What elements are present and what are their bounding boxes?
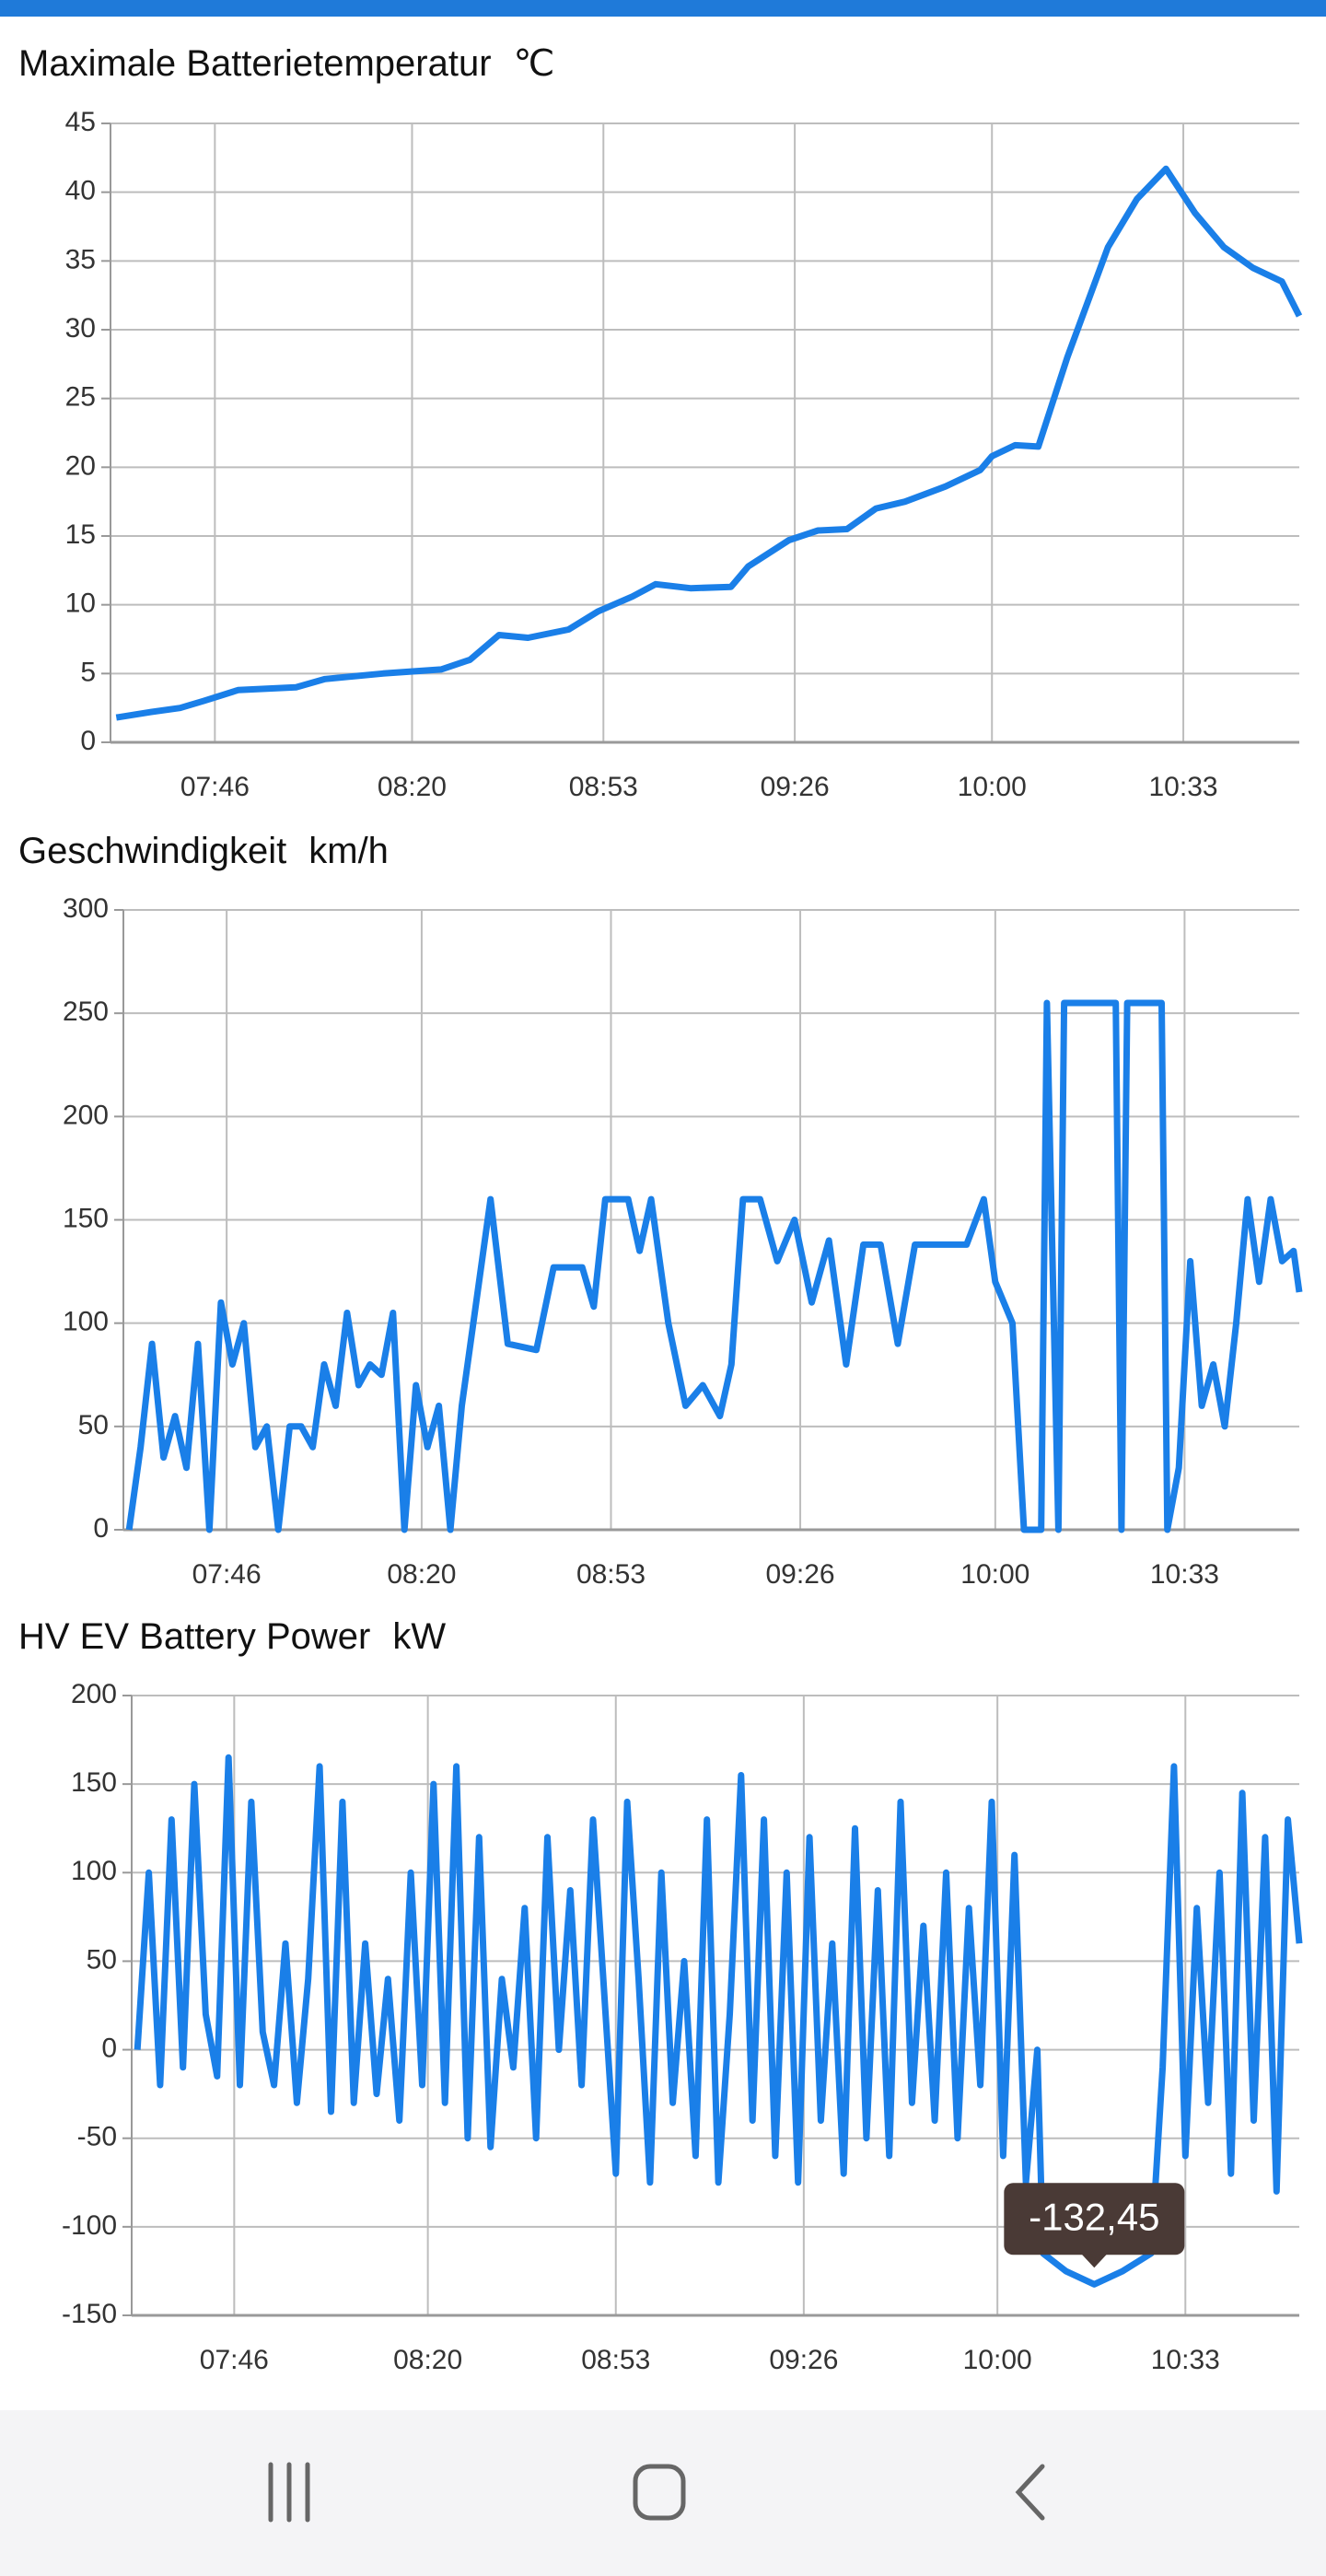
x-tick-label: 10:33	[1151, 2345, 1220, 2375]
tooltip-box	[1004, 2183, 1185, 2255]
x-tick-label: 10:33	[1149, 772, 1218, 802]
data-line	[134, 1754, 1303, 2288]
back-button[interactable]	[1015, 2464, 1045, 2521]
x-tick-label: 08:53	[569, 772, 638, 802]
x-tick-label: 08:20	[387, 1559, 456, 1590]
x-tick-label: 10:33	[1150, 1559, 1219, 1590]
x-tick-label: 08:53	[576, 1559, 646, 1590]
y-tick-label: 50	[78, 1410, 109, 1440]
y-tick-label: 200	[71, 1679, 117, 1709]
y-tick-label: -50	[77, 2122, 117, 2152]
title-text: Maximale Batterietemperatur	[18, 43, 492, 84]
y-tick-label: -150	[62, 2299, 117, 2329]
title-text: Geschwindigkeit	[18, 831, 286, 871]
y-tick-label: 35	[65, 244, 96, 274]
y-tick-label: 45	[65, 107, 96, 137]
x-tick-label: 09:26	[761, 772, 830, 802]
y-tick-label: 5	[80, 657, 96, 687]
y-tick-label: 250	[63, 997, 109, 1027]
y-tick-label: 15	[65, 519, 96, 550]
chart-title: HV EV Battery Power kW	[18, 1616, 446, 1657]
nav-bar	[0, 2410, 1326, 2576]
home-button[interactable]	[633, 2464, 686, 2521]
unit: km/h	[308, 831, 389, 871]
tooltip-pointer	[1081, 2254, 1108, 2268]
status-bar	[0, 0, 1326, 17]
data-line	[115, 165, 1303, 721]
y-tick-label: 150	[71, 1767, 117, 1798]
x-tick-label: 10:00	[963, 2345, 1032, 2375]
y-tick-label: 300	[63, 893, 109, 924]
y-tick-label: 10	[65, 589, 96, 619]
x-tick-label: 07:46	[180, 772, 250, 802]
x-tick-label: 08:20	[378, 772, 447, 802]
y-tick-label: 100	[71, 1856, 117, 1886]
x-tick-label: 10:00	[958, 772, 1027, 802]
data-line	[125, 999, 1303, 1533]
y-tick-label: 0	[93, 1513, 109, 1544]
y-tick-label: 50	[87, 1944, 117, 1975]
y-tick-label: 100	[63, 1307, 109, 1337]
unit: kW	[392, 1616, 446, 1657]
y-tick-label: 0	[80, 726, 96, 756]
nav-icons	[268, 2462, 1045, 2523]
y-tick-label: -100	[62, 2210, 117, 2241]
recents-button[interactable]	[268, 2462, 310, 2523]
tooltip-label: -132,45	[1029, 2195, 1159, 2238]
x-tick-label: 08:20	[393, 2345, 462, 2375]
y-tick-label: 0	[101, 2033, 117, 2063]
y-tick-label: 200	[63, 1100, 109, 1130]
y-tick-label: 150	[63, 1203, 109, 1233]
tooltip: -132,45	[1004, 2183, 1185, 2268]
unit: ℃	[514, 43, 555, 84]
chart-title: Maximale Batterietemperatur ℃	[18, 43, 554, 84]
charts: Maximale Batterietemperatur ℃ 0 5 10 15 20 25 30…	[18, 43, 1303, 2375]
y-tick-label: 30	[65, 313, 96, 344]
x-tick-label: 09:26	[766, 1559, 835, 1590]
x-tick-label: 09:26	[769, 2345, 838, 2375]
y-tick-label: 40	[65, 176, 96, 206]
title-text: HV EV Battery Power	[18, 1616, 370, 1657]
x-tick-label: 08:53	[581, 2345, 650, 2375]
x-tick-label: 07:46	[200, 2345, 269, 2375]
y-tick-label: 20	[65, 450, 96, 481]
x-tick-label: 07:46	[192, 1559, 262, 1590]
y-tick-label: 25	[65, 382, 96, 413]
chart-title: Geschwindigkeit km/h	[18, 831, 389, 871]
x-tick-label: 10:00	[960, 1559, 1029, 1590]
